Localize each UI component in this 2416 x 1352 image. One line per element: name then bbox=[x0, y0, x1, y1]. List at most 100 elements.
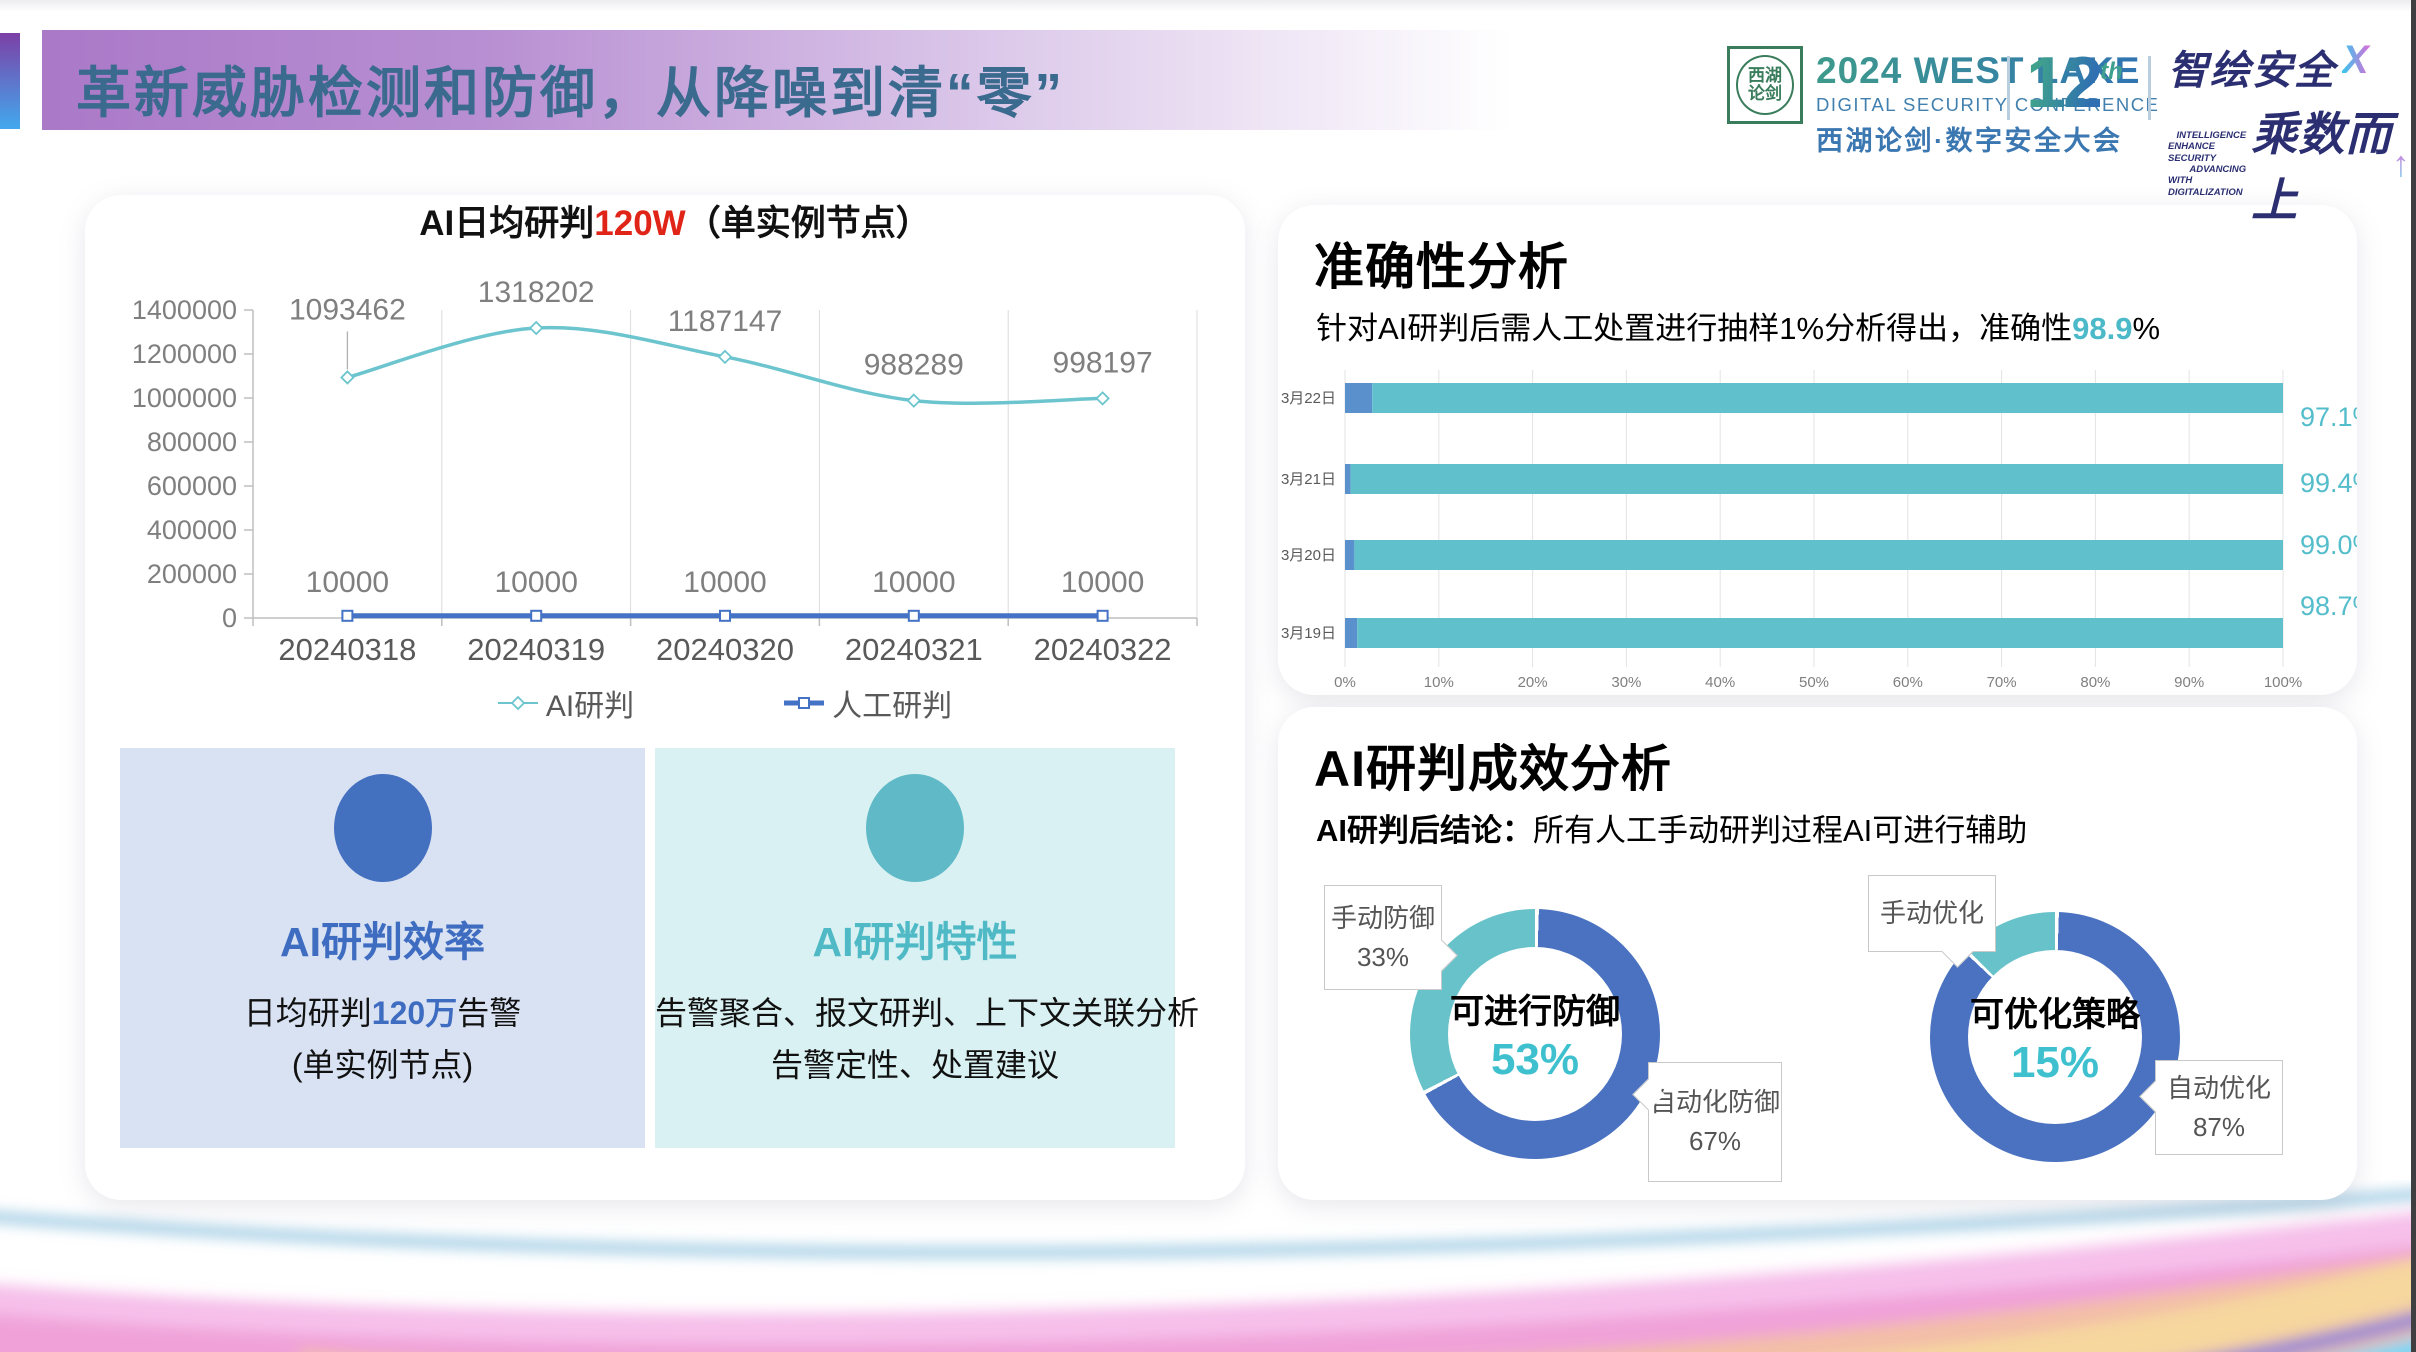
theme-line1: 智绘安全 X bbox=[2168, 38, 2410, 96]
wave-decoration bbox=[0, 1190, 2416, 1352]
data-label: 988289 bbox=[864, 349, 964, 382]
data-label: 1187147 bbox=[668, 305, 783, 338]
theme-slogan-cn: 乘数而上 bbox=[2251, 108, 2393, 226]
ai-daily-line-chart: 0 200000 400000 600000 800000 1000000 1200000 1… bbox=[132, 276, 1198, 667]
theme-small-lines: INTELLIGENCE ENHANCE SECURITY ADVANCING … bbox=[2168, 130, 2246, 198]
marker-square bbox=[719, 609, 731, 622]
callout-auto-defense: 自动化防御 67% bbox=[1632, 1062, 1782, 1182]
bar-segment bbox=[1357, 618, 2283, 648]
optimize-donut-chart: 可优化策略 15% bbox=[1930, 912, 2180, 1162]
marker-square bbox=[341, 609, 354, 622]
conference-title-en: 2024 WEST LAKE bbox=[1816, 50, 2159, 92]
row-label: 3月21日 bbox=[1281, 471, 1336, 488]
x-tick-label: 30% bbox=[1611, 674, 1641, 691]
y-tick-label: 400000 bbox=[147, 515, 237, 545]
data-label: 10000 bbox=[1061, 566, 1144, 599]
line-chart-title-suffix: （单实例节点） bbox=[685, 204, 931, 243]
optimize-donut-center: 可优化策略 15% bbox=[1930, 912, 2180, 1162]
blue-circle-icon bbox=[333, 774, 432, 882]
efficiency-card-line2: (单实例节点) bbox=[291, 1047, 474, 1083]
x-tick-label: 20240318 bbox=[278, 632, 416, 667]
feature-card-title: AI研判特性 bbox=[812, 919, 1018, 965]
marker-diamond bbox=[528, 320, 544, 336]
value-label: 99.4% bbox=[2300, 468, 2357, 498]
theme-logo: 智绘安全 X INTELLIGENCE ENHANCE SECURITY ADV… bbox=[2168, 38, 2410, 230]
marker-diamond bbox=[906, 393, 922, 408]
y-tick-label: 200000 bbox=[147, 559, 237, 589]
x-tick-label: 20% bbox=[1518, 674, 1548, 691]
value-label: 97.1% bbox=[2300, 402, 2357, 432]
west-lake-seal-logo: 西湖 论剑 bbox=[1727, 46, 1803, 124]
data-label: 10000 bbox=[494, 566, 577, 599]
y-tick-label: 1400000 bbox=[132, 295, 237, 325]
eff-line1-suffix: 告警 bbox=[457, 995, 522, 1031]
bar-segment bbox=[1345, 540, 1355, 570]
callout-value: 87% bbox=[2192, 1111, 2246, 1142]
theme-small-0: INTELLIGENCE bbox=[2176, 129, 2247, 141]
bar-segment bbox=[1354, 540, 2283, 570]
efficiency-card-title: AI研判效率 bbox=[280, 919, 485, 965]
line-chart-title-prefix: AI日均研判 bbox=[419, 204, 595, 243]
accuracy-panel: 准确性分析 针对AI研判后需人工处置进行抽样1%分析得出，准确性98.9% 0%… bbox=[1278, 205, 2357, 695]
callout-value: 67% bbox=[1688, 1126, 1742, 1156]
effect-panel-subtitle: AI研判后结论：所有人工手动研判过程AI可进行辅助 bbox=[1316, 805, 2027, 850]
x-tick-label: 40% bbox=[1705, 674, 1735, 691]
marker-diamond bbox=[340, 370, 355, 385]
y-tick-label: 1200000 bbox=[132, 339, 237, 369]
x-tick-label: 20240322 bbox=[1034, 632, 1172, 667]
theme-small-1: ENHANCE SECURITY bbox=[2168, 141, 2217, 164]
callout-manual-optimize: 手动优化 bbox=[1868, 875, 1996, 968]
x-tick-label: 10% bbox=[1424, 674, 1454, 691]
defense-center-value: 53% bbox=[1490, 1034, 1580, 1084]
callout-label: 手动优化 bbox=[1879, 898, 1984, 928]
legend-item: AI研判 bbox=[497, 681, 634, 725]
effect-panel: AI研判成效分析 AI研判后结论：所有人工手动研判过程AI可进行辅助 可进行防御… bbox=[1278, 707, 2357, 1200]
feature-card-line1: 告警聚合、报文研判、上下文关联分析 bbox=[655, 995, 1200, 1031]
seal-text-line2: 论剑 bbox=[1748, 84, 1782, 103]
accuracy-subtitle-value: 98.9 bbox=[2072, 311, 2133, 346]
effect-subtitle-bold: AI研判后结论： bbox=[1316, 813, 1533, 848]
top-edge-fade bbox=[0, 0, 2416, 12]
data-label: 10000 bbox=[306, 566, 389, 599]
line-chart-title: AI日均研判120W（单实例节点） bbox=[203, 195, 1147, 246]
line-chart-title-highlight: 120W bbox=[594, 204, 686, 243]
legend-marker-icon bbox=[784, 697, 825, 709]
callout-label: 自动优化 bbox=[2166, 1072, 2271, 1103]
legend-label: 人工研判 bbox=[832, 690, 953, 723]
legend-marker-icon bbox=[497, 695, 538, 711]
teal-circle-icon bbox=[866, 774, 964, 882]
callout-manual-defense: 手动防御 33% bbox=[1324, 885, 1458, 990]
page-title: 革新威胁检测和防御，从降噪到清“零” bbox=[76, 62, 1066, 124]
donut-hole bbox=[1968, 950, 2142, 1124]
row-label: 3月20日 bbox=[1281, 547, 1336, 564]
efficiency-card: AI研判效率 日均研判120万告警 (单实例节点) bbox=[120, 748, 645, 1148]
value-label: 99.0% bbox=[2300, 530, 2357, 560]
header-accent-bar bbox=[0, 33, 20, 129]
callout-auto-optimize: 自动优化 87% bbox=[2139, 1060, 2283, 1155]
bar-segment bbox=[1372, 383, 2283, 413]
callout-value: 33% bbox=[1356, 941, 1410, 972]
data-label: 1318202 bbox=[478, 276, 595, 309]
seal-text-line1: 西湖 bbox=[1748, 66, 1782, 86]
edition-number: 12 bbox=[2026, 43, 2103, 123]
effect-subtitle-rest: 所有人工手动研判过程AI可进行辅助 bbox=[1533, 813, 2028, 848]
marker-diamond bbox=[717, 349, 733, 365]
conference-title-cn: 西湖论剑·数字安全大会 bbox=[1816, 126, 2123, 156]
x-tick-label: 80% bbox=[2080, 674, 2110, 691]
y-tick-label: 0 bbox=[222, 603, 237, 633]
logo-divider bbox=[2007, 56, 2010, 120]
x-tick-label: 20240319 bbox=[467, 632, 605, 667]
ai-daily-panel: AI日均研判120W（单实例节点） 0 200000 400000 600000 800… bbox=[85, 195, 1245, 1200]
x-tick-label: 60% bbox=[1893, 674, 1923, 691]
line-chart-legend: AI研判 人工研判 bbox=[253, 681, 1197, 725]
y-tick-label: 600000 bbox=[147, 471, 237, 501]
edition-12th-logo: 12th bbox=[2026, 42, 2123, 124]
defense-center-title: 可进行防御 bbox=[1450, 992, 1620, 1031]
marker-square bbox=[530, 609, 543, 622]
donut-hole bbox=[1448, 947, 1622, 1121]
accuracy-panel-subtitle: 针对AI研判后需人工处置进行抽样1%分析得出，准确性98.9% bbox=[1316, 303, 2160, 348]
marker-square bbox=[1096, 609, 1109, 622]
x-tick-label: 90% bbox=[2174, 674, 2204, 691]
eff-line1-highlight: 120万 bbox=[371, 995, 458, 1031]
